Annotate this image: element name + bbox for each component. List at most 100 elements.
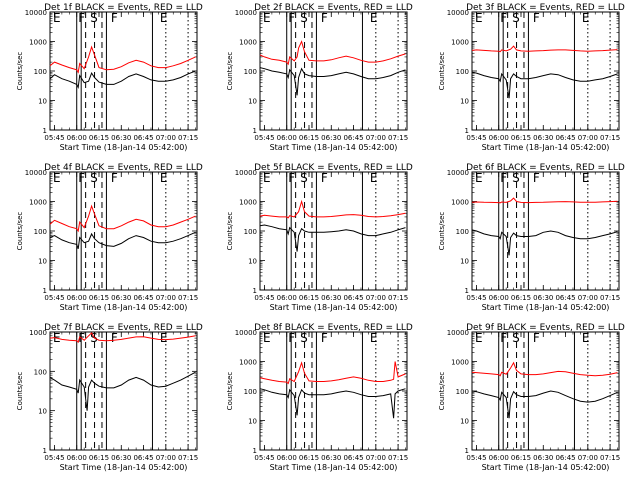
x-tick-label: 07:00 bbox=[156, 134, 176, 142]
x-tick-label: 07:15 bbox=[178, 134, 198, 142]
x-tick-label: 06:30 bbox=[321, 294, 341, 302]
region-label: E bbox=[370, 11, 378, 25]
y-tick-label: 100 bbox=[456, 388, 469, 396]
y-tick-label: 1 bbox=[43, 287, 47, 295]
y-tick-label: 1000 bbox=[451, 359, 469, 367]
x-tick-label: 07:15 bbox=[388, 454, 408, 462]
x-tick-label: 07:15 bbox=[600, 294, 620, 302]
x-tick-label: 07:00 bbox=[578, 454, 598, 462]
panel-title: Det 6f BLACK = Events, RED = LLD bbox=[466, 163, 625, 173]
series-line-events bbox=[49, 231, 196, 249]
x-tick-label: 06:15 bbox=[89, 454, 109, 462]
x-tick-label: 07:15 bbox=[600, 134, 620, 142]
x-tick-label: 06:30 bbox=[533, 454, 553, 462]
region-label: E bbox=[370, 171, 378, 185]
region-label: E bbox=[53, 11, 61, 25]
x-axis-label: Start Time (18-Jan-14 05:42:00) bbox=[482, 143, 610, 152]
plot-frame bbox=[259, 11, 408, 131]
x-tick-label: 06:30 bbox=[111, 134, 131, 142]
y-tick-label: 1 bbox=[465, 447, 469, 455]
series-line-events bbox=[259, 224, 406, 252]
region-label: E bbox=[582, 171, 590, 185]
x-tick-label: 05:45 bbox=[466, 134, 486, 142]
x-tick-label: 06:15 bbox=[511, 134, 531, 142]
y-axis-label: Counts/sec bbox=[226, 212, 234, 251]
region-label: F bbox=[288, 171, 295, 185]
plot-frame bbox=[259, 331, 408, 451]
y-tick-label: 10 bbox=[460, 98, 469, 106]
y-tick-label: 1000 bbox=[29, 39, 47, 47]
x-axis-label: Start Time (18-Jan-14 05:42:00) bbox=[60, 463, 188, 472]
x-tick-label: 07:00 bbox=[366, 454, 386, 462]
y-axis-label: Counts/sec bbox=[438, 212, 446, 251]
x-tick-label: 05:45 bbox=[44, 454, 64, 462]
y-tick-label: 100 bbox=[34, 228, 47, 236]
y-tick-label: 100 bbox=[244, 228, 257, 236]
region-label: F bbox=[321, 11, 328, 25]
y-tick-label: 10 bbox=[460, 418, 469, 426]
x-tick-label: 06:00 bbox=[67, 294, 87, 302]
series-line-events bbox=[471, 390, 618, 419]
y-tick-label: 10000 bbox=[235, 9, 257, 17]
x-tick-label: 06:45 bbox=[343, 294, 363, 302]
x-tick-label: 06:45 bbox=[343, 454, 363, 462]
x-tick-label: 06:15 bbox=[299, 294, 319, 302]
y-tick-label: 1 bbox=[43, 127, 47, 135]
series-line-lld bbox=[49, 332, 196, 344]
region-label: E bbox=[160, 331, 168, 345]
plot-frame bbox=[49, 11, 198, 131]
y-tick-label: 10 bbox=[38, 258, 47, 266]
panel-title: Det 3f BLACK = Events, RED = LLD bbox=[466, 3, 625, 13]
panel-title: Det 4f BLACK = Events, RED = LLD bbox=[44, 163, 203, 173]
x-tick-label: 07:15 bbox=[178, 454, 198, 462]
x-tick-label: 06:00 bbox=[489, 134, 509, 142]
y-tick-label: 100 bbox=[456, 68, 469, 76]
x-tick-label: 07:00 bbox=[156, 294, 176, 302]
x-tick-label: 06:30 bbox=[321, 134, 341, 142]
region-label: E bbox=[582, 11, 590, 25]
y-tick-label: 10 bbox=[38, 408, 47, 416]
x-axis-label: Start Time (18-Jan-14 05:42:00) bbox=[482, 303, 610, 312]
panel-det-8: Det 8f BLACK = Events, RED = LLD 1 10 100 10… bbox=[226, 323, 413, 472]
y-tick-label: 10 bbox=[248, 98, 257, 106]
y-tick-label: 1000 bbox=[239, 39, 257, 47]
x-tick-label: 05:45 bbox=[466, 294, 486, 302]
x-tick-label: 06:30 bbox=[533, 294, 553, 302]
x-tick-label: 06:00 bbox=[67, 454, 87, 462]
x-tick-label: 07:00 bbox=[366, 134, 386, 142]
plot-frame bbox=[49, 331, 198, 451]
y-tick-label: 1000 bbox=[451, 39, 469, 47]
y-tick-label: 1 bbox=[465, 287, 469, 295]
y-tick-label: 1000 bbox=[239, 199, 257, 207]
x-axis-label: Start Time (18-Jan-14 05:42:00) bbox=[60, 303, 188, 312]
x-tick-label: 06:45 bbox=[133, 294, 153, 302]
series-line-lld bbox=[471, 45, 618, 53]
region-label: S bbox=[512, 331, 520, 345]
panel-det-5: Det 5f BLACK = Events, RED = LLD 1 10 100 10… bbox=[226, 163, 413, 312]
region-label: S bbox=[300, 331, 308, 345]
panel-title: Det 5f BLACK = Events, RED = LLD bbox=[254, 163, 413, 173]
region-label: F bbox=[500, 11, 507, 25]
region-label: F bbox=[111, 171, 118, 185]
y-tick-label: 10000 bbox=[25, 9, 47, 17]
y-tick-label: 1 bbox=[43, 447, 47, 455]
y-tick-label: 10000 bbox=[25, 169, 47, 177]
x-tick-label: 06:00 bbox=[489, 294, 509, 302]
region-label: E bbox=[160, 171, 168, 185]
x-tick-label: 06:45 bbox=[343, 134, 363, 142]
region-label: S bbox=[90, 171, 98, 185]
y-tick-label: 10000 bbox=[447, 169, 469, 177]
x-tick-label: 06:45 bbox=[133, 454, 153, 462]
y-tick-label: 10000 bbox=[235, 329, 257, 337]
y-tick-label: 100 bbox=[34, 368, 47, 376]
x-tick-label: 07:15 bbox=[388, 294, 408, 302]
x-tick-label: 06:00 bbox=[489, 454, 509, 462]
y-axis-label: Counts/sec bbox=[438, 52, 446, 91]
panel-det-1: Det 1f BLACK = Events, RED = LLD 1 10 100 10… bbox=[16, 3, 203, 152]
y-tick-label: 100 bbox=[34, 68, 47, 76]
series-line-lld bbox=[259, 361, 406, 385]
y-tick-label: 10 bbox=[460, 258, 469, 266]
x-tick-label: 06:00 bbox=[67, 134, 87, 142]
region-label: E bbox=[475, 11, 483, 25]
region-label: E bbox=[263, 331, 271, 345]
